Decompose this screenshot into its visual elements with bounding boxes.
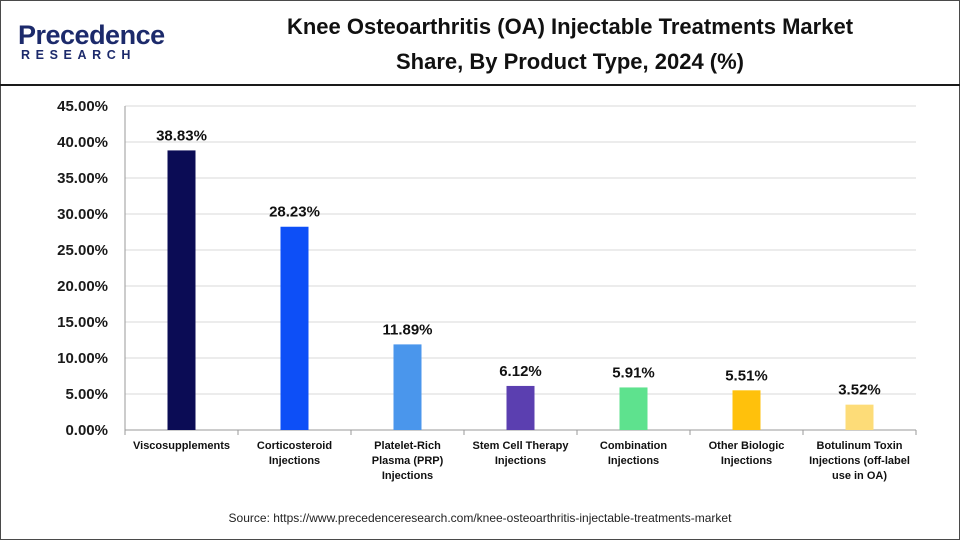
y-tick-label: 0.00% bbox=[65, 422, 108, 439]
y-tick-label: 25.00% bbox=[57, 242, 108, 259]
y-tick-label: 35.00% bbox=[57, 170, 108, 187]
chart-title-line-2: Share, By Product Type, 2024 (%) bbox=[395, 49, 745, 74]
precedence-research-logo: Precedence RESEARCH bbox=[16, 20, 166, 70]
x-category-label: Viscosupplements bbox=[133, 440, 230, 452]
x-category-label-line: Injections bbox=[721, 455, 772, 467]
x-category-label: Botulinum Toxin Injections (off-label use … bbox=[809, 440, 910, 482]
logo-main-text: Precedence bbox=[18, 20, 165, 50]
y-tick-label: 40.00% bbox=[57, 134, 108, 151]
x-category-label-line: Combination bbox=[600, 440, 667, 452]
chart-title: Knee Osteoarthritis (OA) Injectable Trea… bbox=[200, 9, 940, 79]
bar-2 bbox=[280, 226, 309, 430]
x-category-label-line: Corticosteroid bbox=[257, 440, 332, 452]
bar-6 bbox=[732, 390, 761, 430]
bar-value-label: 6.12% bbox=[499, 363, 542, 380]
bar-value-label: 5.91% bbox=[612, 364, 655, 381]
bar-5 bbox=[619, 387, 648, 430]
bar-value-label: 11.89% bbox=[382, 321, 432, 338]
x-category-label-line: Injections bbox=[269, 455, 320, 467]
x-category-label-line: Injections bbox=[382, 470, 433, 482]
bar-value-label: 5.51% bbox=[725, 367, 768, 384]
x-category-label: Stem Cell Therapy Injections bbox=[473, 440, 570, 467]
x-category-label-line: Platelet-Rich bbox=[374, 440, 441, 452]
y-tick-label: 30.00% bbox=[57, 206, 108, 223]
x-category-label-line: Stem Cell Therapy bbox=[473, 440, 570, 452]
x-category-label: Corticosteroid Injections bbox=[257, 440, 332, 467]
bar-value-label: 28.23% bbox=[269, 204, 320, 221]
logo-sub-text: RESEARCH bbox=[21, 48, 136, 62]
x-category-label: Other Biologic Injections bbox=[709, 440, 785, 467]
y-tick-label: 5.00% bbox=[65, 386, 108, 403]
x-category-label: Combination Injections bbox=[600, 440, 667, 467]
x-category-label-line: Other Biologic bbox=[709, 440, 785, 452]
y-tick-label: 10.00% bbox=[57, 350, 108, 367]
bar-4 bbox=[506, 385, 535, 430]
x-category-label-line: Injections (off-label bbox=[809, 455, 910, 467]
y-tick-label: 20.00% bbox=[57, 278, 108, 295]
bar-value-label: 3.52% bbox=[838, 382, 881, 399]
x-category-label-line: Injections bbox=[608, 455, 659, 467]
header-divider bbox=[0, 84, 960, 86]
y-tick-label: 45.00% bbox=[57, 98, 108, 115]
bar-7 bbox=[845, 404, 874, 430]
chart-title-line-1: Knee Osteoarthritis (OA) Injectable Trea… bbox=[286, 14, 854, 39]
source-note: Source: https://www.precedenceresearch.c… bbox=[228, 511, 732, 525]
x-category-label-line: Botulinum Toxin bbox=[817, 440, 903, 452]
bar-value-label: 38.83% bbox=[156, 127, 207, 144]
x-category-label-line: Injections bbox=[495, 455, 546, 467]
bar-1 bbox=[167, 150, 196, 430]
bar-chart: 0.00% 5.00% 10.00% 15.00% 20.00% 25.00% 30.00%… bbox=[57, 98, 917, 482]
x-category-label: Platelet-Rich Plasma (PRP) Injections bbox=[372, 440, 444, 482]
bar-3 bbox=[393, 344, 422, 430]
x-category-label-line: Plasma (PRP) bbox=[372, 455, 444, 467]
x-category-label-line: Viscosupplements bbox=[133, 440, 230, 452]
x-category-label-line: use in OA) bbox=[832, 470, 887, 482]
y-tick-label: 15.00% bbox=[57, 314, 108, 331]
